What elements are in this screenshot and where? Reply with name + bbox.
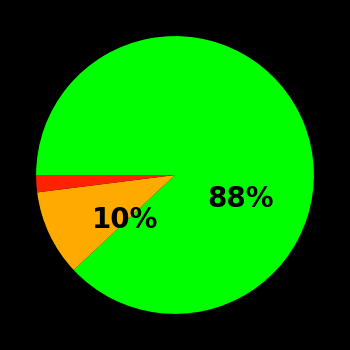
Wedge shape	[37, 175, 175, 270]
Wedge shape	[36, 175, 175, 192]
Text: 10%: 10%	[92, 205, 159, 233]
Wedge shape	[36, 36, 314, 314]
Text: 88%: 88%	[207, 185, 273, 213]
